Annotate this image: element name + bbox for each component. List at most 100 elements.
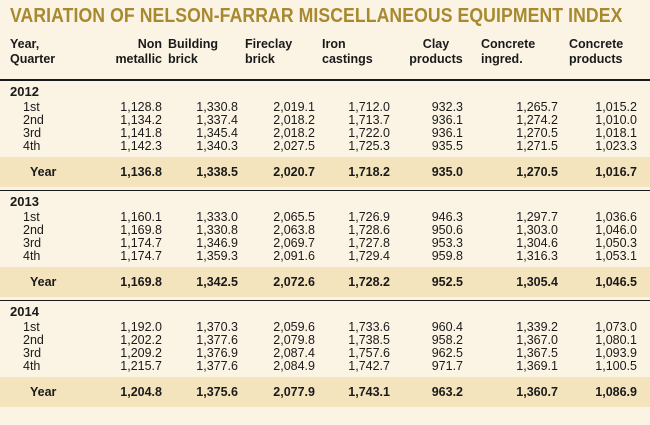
table-cell: 1,713.7 [348,113,390,127]
header-year-quarter: Year, Quarter [10,37,55,66]
quarter-label: 3rd [23,346,42,360]
table-row: 3rd 1,141.8 1,345.4 2,018.2 1,722.0 936.1 1,27… [0,127,650,140]
table-cell: 1,742.7 [348,359,390,373]
year-total-cell: 1,016.7 [595,165,637,179]
table-cell: 935.5 [431,139,463,153]
table-cell: 2,087.4 [273,346,315,360]
table-header: Year, Quarter Non metallic Building bric… [0,35,650,81]
header-concrete-ingred: Concrete ingred. [481,37,535,66]
header-line: ingred. [481,51,523,66]
table-cell: 2,079.8 [273,333,315,347]
header-line: Clay [422,37,450,51]
table-cell: 1,018.1 [595,126,637,140]
year-total-cell: 1,375.6 [196,385,238,399]
title-text: VARIATION OF NELSON-FARRAR MISCELLANEOUS… [10,4,623,27]
year-total-cell: 1,305.4 [516,275,558,289]
table-cell: 1,370.3 [196,320,238,334]
section-year-label: 2014 [10,304,39,319]
quarter-label: 2nd [23,223,44,237]
header-line: Quarter [10,51,56,66]
header-concrete-products: Concrete products [569,37,623,66]
year-section: 2012 1st 1,128.8 1,330.8 2,019.1 1,712.0 932.3… [0,82,650,192]
year-total-cell: 1,270.5 [516,165,558,179]
table-cell: 1,345.4 [196,126,238,140]
table-cell: 1,733.6 [348,320,390,334]
table-cell: 1,727.8 [348,236,390,250]
year-total-cell: 1,718.2 [348,165,390,179]
page-title: VARIATION OF NELSON-FARRAR MISCELLANEOUS… [0,0,650,32]
table-cell: 1,036.6 [595,210,637,224]
table-cell: 1,046.0 [595,223,637,237]
year-section: 2014 1st 1,192.0 1,370.3 2,059.6 1,733.6 960.4… [0,302,650,412]
table-cell: 962.5 [431,346,463,360]
table-cell: 2,091.6 [273,249,315,263]
table-row: 1st 1,128.8 1,330.8 2,019.1 1,712.0 932.3 1,26… [0,101,650,114]
year-total-label: Year [30,275,57,289]
section-year-label: 2012 [10,84,39,99]
table-cell: 1,080.1 [595,333,637,347]
year-total-cell: 935.0 [431,165,463,179]
table-cell: 1,316.3 [516,249,558,263]
header-non-metallic: Non metallic [104,37,162,66]
quarter-label: 1st [23,100,40,114]
header-line: Non [137,37,162,51]
table-row: 1st 1,192.0 1,370.3 2,059.6 1,733.6 960.4 1,33… [0,321,650,334]
table-cell: 1,729.4 [348,249,390,263]
table-cell: 936.1 [431,113,463,127]
header-line: Year, [10,37,40,51]
table-cell: 1,712.0 [348,100,390,114]
table-cell: 1,367.0 [516,333,558,347]
table-cell: 1,369.1 [516,359,558,373]
header-line: Building [168,37,218,51]
quarter-label: 4th [23,359,41,373]
table-cell: 1,346.9 [196,236,238,250]
header-building-brick: Building brick [168,37,218,66]
header-iron-castings: Iron castings [322,37,373,66]
table-cell: 1,738.5 [348,333,390,347]
table-cell: 1,174.7 [120,236,162,250]
table-cell: 1,209.2 [120,346,162,360]
table-row: 4th 1,174.7 1,359.3 2,091.6 1,729.4 959.8 1,31… [0,250,650,263]
table-cell: 971.7 [431,359,463,373]
quarter-label: 4th [23,249,41,263]
table-cell: 1,053.1 [595,249,637,263]
table-cell: 2,027.5 [273,139,315,153]
table-cell: 1,128.8 [120,100,162,114]
table-cell: 2,069.7 [273,236,315,250]
header-clay-products: Clay products [408,37,464,66]
table-cell: 1,100.5 [595,359,637,373]
table-cell: 1,359.3 [196,249,238,263]
table-cell: 1,376.9 [196,346,238,360]
table-row: 1st 1,160.1 1,333.0 2,065.5 1,726.9 946.3 1,29… [0,211,650,224]
table-row: 2nd 1,202.2 1,377.6 2,079.8 1,738.5 958.2 1,36… [0,334,650,347]
year-total-cell: 2,077.9 [273,385,315,399]
year-total-cell: 2,072.6 [273,275,315,289]
table-cell: 2,063.8 [273,223,315,237]
table-cell: 1,333.0 [196,210,238,224]
table-row: 3rd 1,209.2 1,376.9 2,087.4 1,757.6 962.5 1,36… [0,347,650,360]
year-total-cell: 1,046.5 [595,275,637,289]
table-cell: 1,265.7 [516,100,558,114]
table-cell: 1,023.3 [595,139,637,153]
table-row: 4th 1,142.3 1,340.3 2,027.5 1,725.3 935.5 1,27… [0,140,650,153]
year-total-cell: 1,342.5 [196,275,238,289]
table-cell: 1,050.3 [595,236,637,250]
table-cell: 1,274.2 [516,113,558,127]
section-year-label: 2013 [10,194,39,209]
header-line: Iron [322,37,346,51]
quarter-label: 4th [23,139,41,153]
table-row: 2nd 1,134.2 1,337.4 2,018.2 1,713.7 936.1 1,27… [0,114,650,127]
table-cell: 1,367.5 [516,346,558,360]
section-divider [0,190,650,191]
table-cell: 1,377.6 [196,333,238,347]
table-cell: 2,084.9 [273,359,315,373]
header-line: brick [168,51,198,66]
table-cell: 1,134.2 [120,113,162,127]
table-cell: 1,330.8 [196,223,238,237]
table-cell: 1,726.9 [348,210,390,224]
table-cell: 2,018.2 [273,126,315,140]
year-total-row: Year 1,136.8 1,338.5 2,020.7 1,718.2 935.0 1,2… [0,157,650,187]
table-cell: 1,297.7 [516,210,558,224]
table-cell: 950.6 [431,223,463,237]
year-total-cell: 952.5 [431,275,463,289]
